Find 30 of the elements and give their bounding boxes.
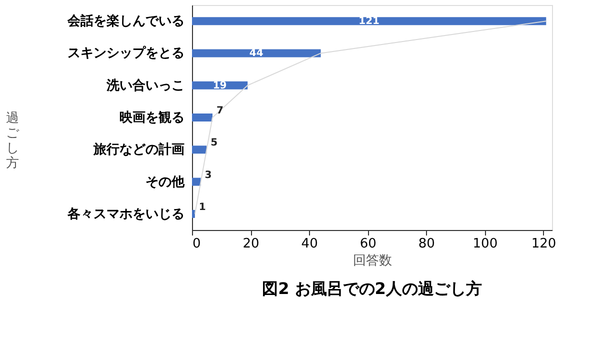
- bar: [192, 17, 546, 26]
- y-tick-label: スキンシップをとる: [68, 45, 184, 62]
- x-tick-label: 100: [472, 236, 498, 252]
- x-tick-label: 60: [360, 236, 376, 252]
- x-tick-label: 20: [242, 236, 260, 252]
- x-tick-label: 40: [301, 236, 318, 252]
- data-label: 44: [249, 48, 264, 60]
- data-label: 19: [212, 80, 227, 92]
- bar: [192, 146, 207, 154]
- text: 図2 お風呂での2人の過ごし方: [262, 279, 482, 298]
- data-label: 5: [210, 138, 218, 149]
- y-tick-label: 会話を楽しんでいる: [66, 13, 184, 30]
- bar: [192, 114, 212, 122]
- bar: [192, 210, 195, 218]
- data-label: 7: [216, 106, 224, 116]
- bar: [192, 49, 321, 58]
- data-label: 1: [198, 202, 206, 213]
- y-tick-label: 各々スマホをいじる: [66, 206, 184, 222]
- y-tick-label: 映画を観る: [120, 110, 184, 126]
- x-axis-title: 回答数: [353, 254, 392, 268]
- bar: [192, 178, 201, 186]
- x-tick-label: 0: [192, 236, 201, 252]
- data-label: 121: [358, 16, 380, 28]
- x-tick-label: 120: [531, 236, 556, 252]
- y-tick-label: 洗い合いっこ: [106, 77, 184, 94]
- x-tick-label: 80: [418, 236, 435, 252]
- y-tick-label: 旅行などの計画: [92, 142, 184, 158]
- data-label: 3: [204, 170, 212, 181]
- y-axis-title: 過ごし方: [6, 111, 20, 171]
- y-tick-label: その他: [146, 174, 186, 190]
